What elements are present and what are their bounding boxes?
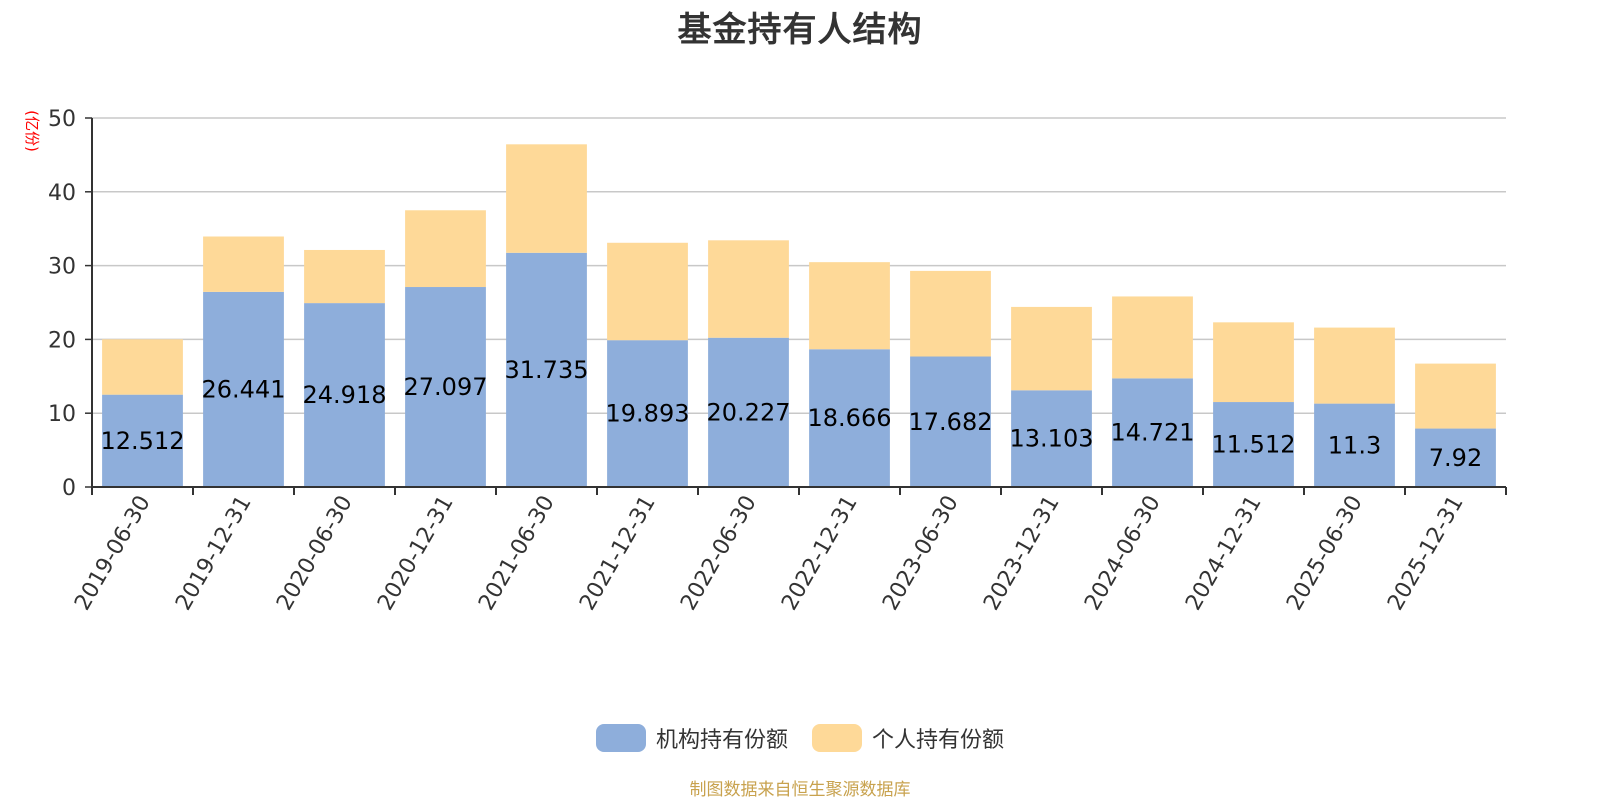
bar-institutional: [809, 349, 890, 487]
bar-institutional: [304, 303, 385, 487]
y-tick-label: 30: [48, 255, 76, 280]
bar-individual: [1112, 296, 1193, 379]
bar-value-label: 13.103: [1010, 425, 1094, 453]
bar-institutional: [1415, 428, 1496, 487]
bar-institutional: [405, 287, 486, 487]
bar-individual: [1314, 327, 1395, 404]
bar-value-label: 11.3: [1328, 431, 1381, 459]
y-tick-label: 20: [48, 328, 76, 353]
bar-individual: [1213, 322, 1294, 403]
bar-individual: [910, 270, 991, 357]
x-tick-label: 2020-12-31: [373, 492, 459, 615]
legend: 机构持有份额 个人持有份额: [0, 722, 1600, 754]
x-tick-label: 2021-06-30: [474, 492, 560, 615]
chart-title: 基金持有人结构: [677, 10, 923, 50]
bar-value-label: 31.735: [505, 356, 589, 384]
legend-item-individual[interactable]: 个人持有份额: [812, 722, 1004, 754]
x-tick-label: 2023-06-30: [878, 492, 964, 615]
bar-individual: [506, 144, 587, 253]
bar-individual: [1415, 363, 1496, 429]
x-tick-label: 2025-12-31: [1383, 492, 1469, 615]
legend-label-individual: 个人持有份额: [872, 728, 1005, 753]
data-source-note: 制图数据来自恒生聚源数据库: [689, 780, 911, 800]
legend-swatch-individual: [812, 724, 862, 752]
bar-individual: [304, 249, 385, 304]
bar-institutional: [1011, 390, 1092, 487]
x-tick-label: 2023-12-31: [979, 492, 1065, 615]
bar-individual: [607, 242, 688, 341]
bar-institutional: [102, 394, 183, 487]
x-tick-label: 2025-06-30: [1282, 492, 1368, 615]
bar-individual: [203, 236, 284, 292]
x-tick-label: 2022-06-30: [676, 492, 762, 615]
y-tick-label: 50: [48, 107, 76, 132]
bar-institutional: [203, 291, 284, 487]
bar-individual: [102, 339, 183, 395]
bar-institutional: [708, 337, 789, 487]
x-tick-label: 2020-06-30: [272, 492, 358, 615]
bar-institutional: [1314, 403, 1395, 487]
x-tick-label: 2021-12-31: [575, 492, 661, 615]
x-tick-label: 2022-12-31: [777, 492, 863, 615]
legend-swatch-institutional: [595, 724, 646, 752]
bar-institutional: [910, 356, 991, 487]
legend-label-institutional: 机构持有份额: [655, 728, 788, 753]
bar-value-label: 12.512: [101, 427, 185, 455]
bar-institutional: [1112, 378, 1193, 487]
bar-institutional: [1213, 402, 1294, 487]
bar-value-label: 7.92: [1429, 444, 1482, 472]
bar-value-label: 20.227: [707, 398, 791, 426]
bar-value-label: 14.721: [1111, 419, 1195, 447]
bar-individual: [1011, 306, 1092, 391]
bar-individual: [405, 210, 486, 288]
bar-value-label: 19.893: [606, 400, 690, 428]
legend-item-institutional[interactable]: 机构持有份额: [595, 722, 788, 754]
bar-value-label: 11.512: [1212, 431, 1296, 459]
bar-value-label: 27.097: [404, 373, 488, 401]
bar-individual: [708, 240, 789, 338]
bar-value-label: 17.682: [909, 408, 993, 436]
bar-institutional: [607, 340, 688, 487]
y-tick-label: 0: [62, 476, 76, 501]
x-tick-label: 2024-12-31: [1181, 492, 1267, 615]
x-tick-label: 2019-06-30: [70, 492, 156, 615]
bar-value-label: 18.666: [808, 404, 892, 432]
y-tick-label: 10: [48, 402, 76, 427]
bar-individual: [809, 262, 890, 350]
bar-value-label: 26.441: [202, 375, 286, 403]
x-tick-label: 2019-12-31: [171, 492, 257, 615]
bars: [102, 144, 1496, 487]
data-labels: 12.512 26.441 24.918 27.097 31.735 19.893 20.2…: [101, 356, 1483, 472]
y-tick-label: 40: [48, 181, 76, 206]
bar-institutional: [506, 252, 587, 487]
bar-value-label: 24.918: [303, 381, 387, 409]
x-tick-label: 2024-06-30: [1080, 492, 1166, 615]
